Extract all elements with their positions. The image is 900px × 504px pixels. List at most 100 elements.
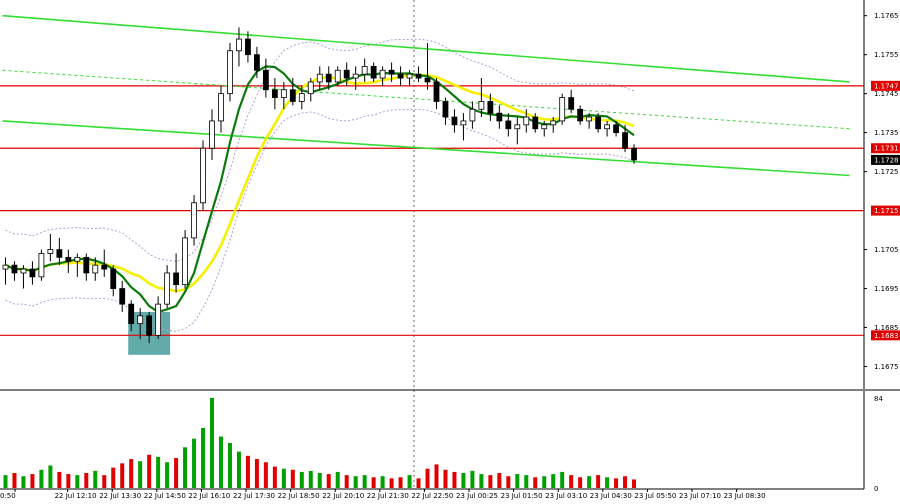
level-label: 1.1747 xyxy=(874,82,899,90)
candle-body xyxy=(532,116,539,130)
volume-bar xyxy=(263,462,268,488)
candle xyxy=(110,265,117,297)
volume-bar xyxy=(380,476,385,488)
candle-body xyxy=(254,54,260,71)
candle xyxy=(370,62,377,82)
time-tick-label: 22 Jul 20:10 xyxy=(322,492,364,500)
candle xyxy=(245,31,251,63)
volume-bars xyxy=(3,398,637,488)
time-tick-label: 23 Jul 03:10 xyxy=(545,492,587,500)
candle xyxy=(173,253,179,293)
volume-bar xyxy=(3,475,8,488)
volume-bar xyxy=(434,464,439,488)
candle-body xyxy=(307,81,314,95)
volume-bar xyxy=(218,436,223,488)
candle xyxy=(227,42,233,102)
candle-body xyxy=(361,65,368,75)
volume-bar xyxy=(389,478,394,488)
candle xyxy=(298,85,305,110)
candle xyxy=(361,58,368,82)
candle-body xyxy=(316,73,323,83)
volume-bar xyxy=(308,470,313,488)
candle-body xyxy=(478,101,485,110)
candle-body xyxy=(406,73,413,79)
volume-bar xyxy=(183,447,188,488)
candle xyxy=(568,89,575,114)
candle xyxy=(128,300,135,332)
candle-body xyxy=(29,268,36,278)
volume-bar xyxy=(371,477,376,488)
candle xyxy=(487,93,494,121)
time-axis-labels: 0:50 22 Jul 12:10 22 Jul 13:30 22 Jul 14:50… xyxy=(0,489,766,500)
candle xyxy=(433,78,440,110)
candle xyxy=(164,265,171,309)
candle-body xyxy=(505,120,512,130)
time-tick-label: 22 Jul 17:30 xyxy=(233,492,275,500)
candle-body xyxy=(388,69,395,75)
volume-bar xyxy=(596,475,601,488)
time-tick-label: 22 Jul 14:50 xyxy=(144,492,186,500)
volume-bar xyxy=(353,476,358,488)
time-tick-label: 22 Jul 16:10 xyxy=(188,492,230,500)
candle-body xyxy=(343,69,350,79)
volume-bar xyxy=(111,467,116,488)
volume-bar xyxy=(326,474,331,488)
candle xyxy=(469,101,476,129)
volume-bar xyxy=(227,443,232,488)
candle xyxy=(334,66,341,86)
volume-bar xyxy=(174,458,179,488)
volume-bar xyxy=(120,463,125,488)
volume-bar xyxy=(623,476,628,488)
time-tick-label: 22 Jul 18:50 xyxy=(278,492,320,500)
candle xyxy=(137,308,144,340)
candle-body xyxy=(451,116,458,126)
candle-body xyxy=(74,256,81,262)
candle-body xyxy=(496,112,503,122)
trend-channel xyxy=(2,14,850,177)
candle-body xyxy=(370,65,377,79)
volume-bar xyxy=(632,479,637,488)
volume-bar xyxy=(39,469,44,488)
candle xyxy=(29,261,36,285)
level-label-box xyxy=(871,205,900,216)
envelope-bands xyxy=(5,38,635,332)
volume-bar xyxy=(57,471,62,488)
candle xyxy=(271,78,278,110)
candle-body xyxy=(577,108,584,122)
candle xyxy=(20,265,27,289)
volume-bar xyxy=(587,476,592,488)
candle-body xyxy=(128,303,135,325)
candle-body xyxy=(469,108,476,122)
candle xyxy=(119,280,126,312)
candle xyxy=(514,117,521,145)
volume-bar xyxy=(362,475,367,488)
price-tick-label: 1.1725 xyxy=(874,168,899,176)
level-label: 1.1715 xyxy=(874,207,899,215)
candle-body xyxy=(559,97,566,122)
candle xyxy=(182,230,188,289)
candle-body xyxy=(200,147,206,204)
volume-bar xyxy=(497,473,502,488)
candle-body xyxy=(460,120,467,126)
candle xyxy=(236,27,242,67)
time-tick-label: 0:50 xyxy=(0,492,16,500)
candle xyxy=(325,66,332,90)
candle xyxy=(595,113,602,133)
candle-body xyxy=(280,89,287,98)
candle-body xyxy=(613,124,619,134)
candle-body xyxy=(110,268,117,289)
candle xyxy=(523,109,530,133)
volume-bar xyxy=(138,461,143,488)
candle xyxy=(209,109,215,160)
candle-body xyxy=(92,264,99,274)
candle-body xyxy=(262,69,269,91)
candle xyxy=(541,120,548,137)
volume-bar xyxy=(192,438,197,488)
level-label: 1.1683 xyxy=(874,332,899,340)
candle-body xyxy=(155,303,162,336)
volume-bar xyxy=(605,477,610,488)
current-price-label: 1.1728 xyxy=(874,156,899,164)
level-label-box xyxy=(871,330,900,341)
candle-body xyxy=(379,69,386,79)
candle xyxy=(155,296,162,340)
